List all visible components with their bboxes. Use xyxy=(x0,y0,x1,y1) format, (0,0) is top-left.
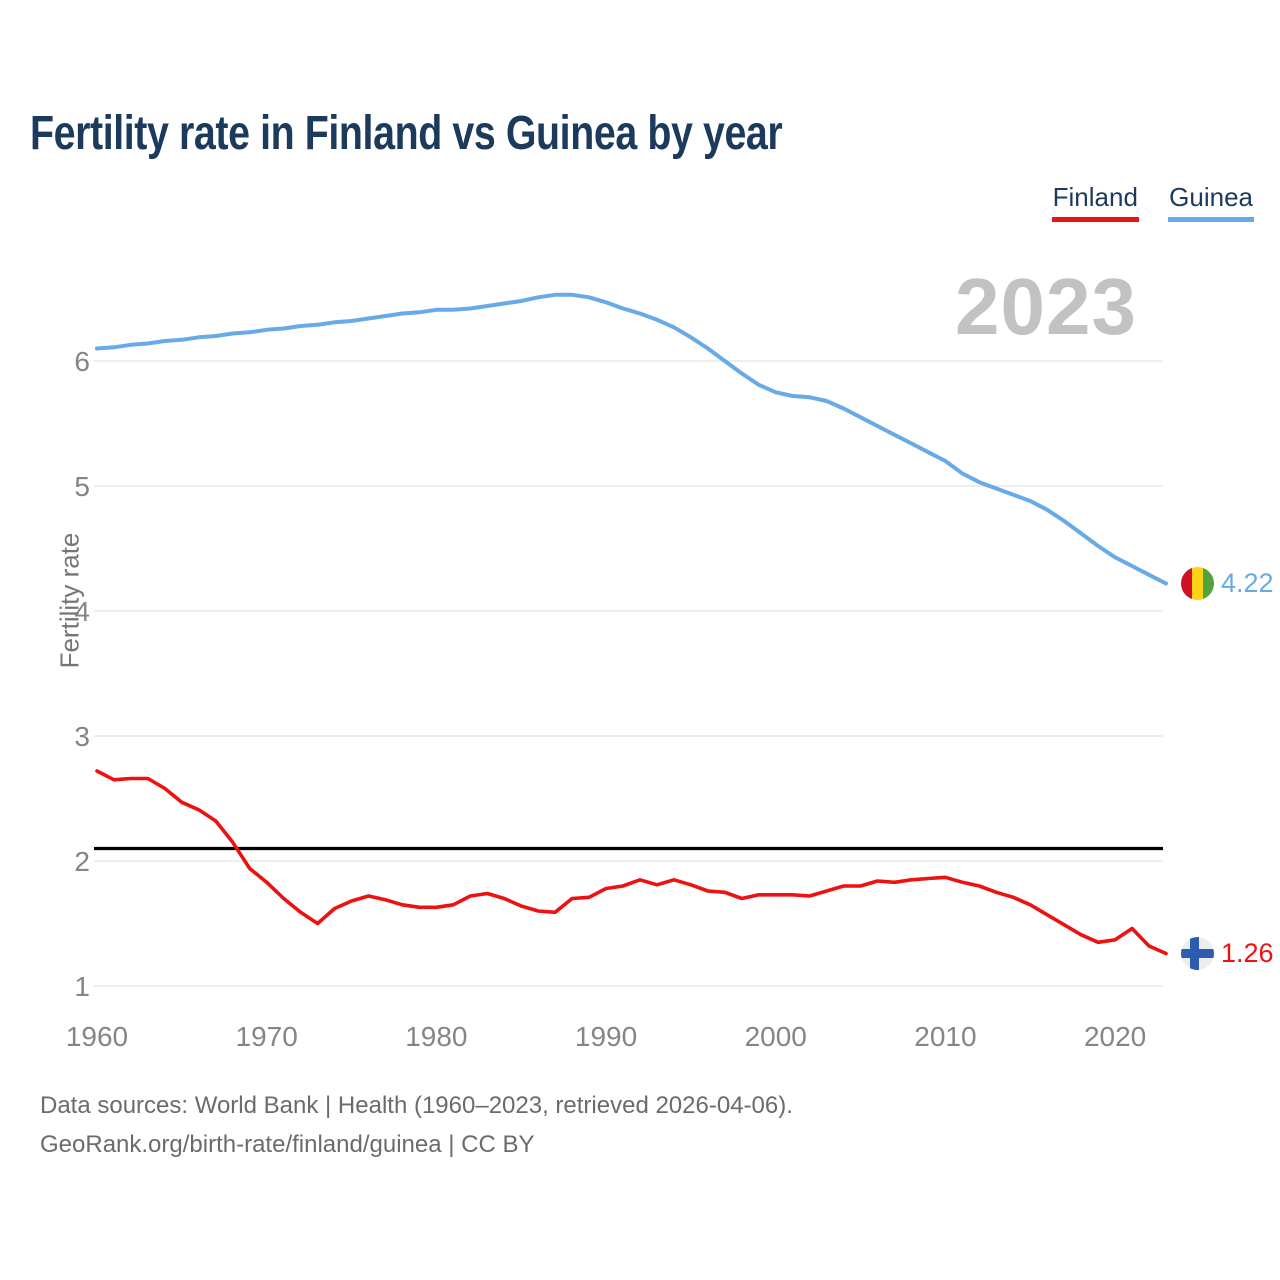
y-axis-title: Fertility rate xyxy=(54,532,85,669)
y-tick-label-6: 6 xyxy=(74,346,90,377)
x-tick-label-2020: 2020 xyxy=(1084,1021,1146,1052)
series-line-finland[interactable] xyxy=(95,769,1168,956)
guinea-flag-icon xyxy=(1181,567,1214,600)
x-tick-label-2000: 2000 xyxy=(745,1021,807,1052)
year-watermark: 2023 xyxy=(955,262,1137,351)
y-tick-label-4: 4 xyxy=(74,596,90,627)
finland-end-value: 1.26 xyxy=(1221,937,1274,968)
x-tick-label-2010: 2010 xyxy=(914,1021,976,1052)
y-tick-label-2: 2 xyxy=(74,846,90,877)
legend: Finland Guinea xyxy=(1030,182,1254,222)
legend-item-guinea[interactable]: Guinea xyxy=(1168,182,1254,222)
x-tick-label-1960: 1960 xyxy=(66,1021,128,1052)
guinea-end-value: 4.22 xyxy=(1221,567,1274,598)
footer-data-sources: Data sources: World Bank | Health (1960–… xyxy=(40,1092,793,1119)
finland-cross-vertical xyxy=(1190,937,1199,970)
series-line-guinea[interactable] xyxy=(95,292,1168,586)
y-tick-label-1: 1 xyxy=(74,971,90,1002)
footer: Data sources: World Bank | Health (1960–… xyxy=(40,1086,793,1164)
legend-item-finland[interactable]: Finland xyxy=(1051,182,1139,222)
y-tick-label-5: 5 xyxy=(74,471,90,502)
x-tick-label-1980: 1980 xyxy=(405,1021,467,1052)
y-tick-label-3: 3 xyxy=(74,721,90,752)
finland-flag-icon xyxy=(1181,937,1214,970)
x-tick-label-1990: 1990 xyxy=(575,1021,637,1052)
x-tick-label-1970: 1970 xyxy=(236,1021,298,1052)
chart-title: Fertility rate in Finland vs Guinea by y… xyxy=(30,107,783,160)
footer-attribution: GeoRank.org/birth-rate/finland/guinea | … xyxy=(40,1131,535,1158)
